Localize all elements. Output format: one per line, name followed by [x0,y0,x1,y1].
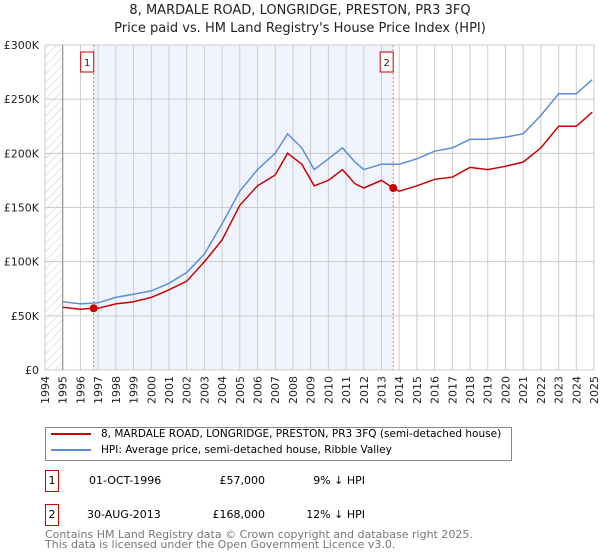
x-tick-label: 1996 [74,376,87,404]
y-tick-label: £300K [4,39,40,52]
y-tick-label: £100K [4,256,40,269]
sale-point [389,184,398,192]
sale-badge-box [379,51,394,73]
sale-point [89,304,98,313]
price-paid-line [62,111,593,311]
x-tick-label: 2004 [216,376,229,404]
x-tick-label: 2006 [252,376,265,404]
legend-label-hpi: HPI: Average price, semi-detached house,… [101,444,392,456]
x-tick-label: 2005 [234,376,247,404]
sale-hpi-diff: 12% ↓ HPI [306,508,365,521]
footer-line: Contains HM Land Registry data © Crown c… [45,528,473,541]
x-tick-label: 2020 [499,376,512,404]
x-tick-label: 1998 [110,376,123,404]
x-tick-label: 2013 [375,376,388,404]
chart-title: 8, MARDALE ROAD, LONGRIDGE, PRESTON, PR3… [129,3,471,18]
sale-price: £57,000 [219,474,266,487]
y-tick-label: £50K [11,310,40,323]
footer-line: This data is licensed under the Open Gov… [45,538,396,551]
x-tick-label: 2001 [163,376,176,404]
x-tick-label: 2000 [145,376,158,404]
x-tick-label: 2002 [181,376,194,404]
chart-subtitle: Price paid vs. HM Land Registry's House … [114,21,486,36]
x-tick-label: 2009 [305,376,318,404]
legend-swatch-red [51,433,91,435]
sale-date: 01-OCT-1996 [89,474,162,487]
x-tick-label: 2007 [269,376,282,404]
y-tick-label: £200K [4,147,40,160]
x-tick-label: 2024 [570,376,583,404]
x-tick-label: 1995 [57,376,70,404]
x-tick-label: 2019 [482,376,495,404]
x-tick-label: 2012 [358,376,371,404]
y-tick-label: £0 [25,364,39,377]
x-tick-label: 2008 [287,376,300,404]
y-tick-label: £250K [4,93,40,106]
legend-label-property: 8, MARDALE ROAD, LONGRIDGE, PRESTON, PR3… [101,428,502,440]
sale-price: £168,000 [212,508,266,521]
y-tick-label: £150K [4,202,40,215]
footer: Contains HM Land Registry data © Crown c… [45,528,473,551]
sale-badge-label: 2 [383,58,389,69]
sale-hpi-diff: 9% ↓ HPI [313,474,365,487]
x-tick-label: 2015 [411,376,424,404]
sale-badge: 2 [45,504,59,526]
x-tick-label: 2003 [198,376,211,404]
x-tick-label: 2011 [340,376,353,404]
x-tick-label: 2023 [553,376,566,404]
sale-date: 30-AUG-2013 [87,508,161,521]
x-tick-label: 1994 [39,376,52,404]
x-tick-label: 1997 [92,376,105,404]
hpi-line [62,79,593,305]
plot-area: 1994 1995 1996 1997 1998 1999 2000 2001 2002 2003… [4,39,600,404]
legend: 8, MARDALE ROAD, LONGRIDGE, PRESTON, PR3… [45,427,512,461]
x-tick-label: 2021 [517,376,530,404]
x-tick-label: 2010 [322,376,335,404]
sale-badge-label: 1 [84,58,90,69]
x-tick-label: 2016 [429,376,442,404]
sale-badge-box [80,51,95,73]
x-tick-label: 2025 [588,376,600,404]
x-tick-label: 2014 [393,376,406,404]
sale-badge: 1 [45,470,59,492]
x-tick-label: 1999 [128,376,141,404]
x-tick-label: 2017 [446,376,459,404]
x-tick-label: 2022 [535,376,548,404]
x-tick-label: 2018 [464,376,477,404]
legend-swatch-blue [51,449,91,451]
